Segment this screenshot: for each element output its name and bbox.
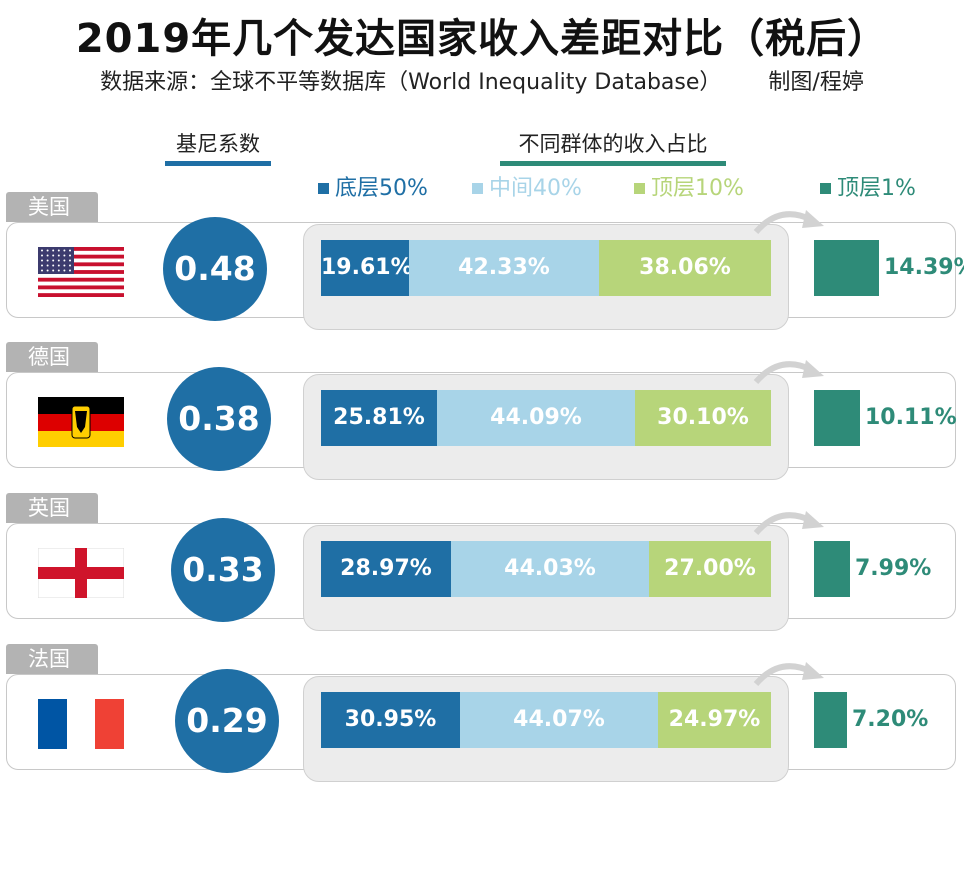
legend-swatch — [472, 183, 483, 194]
top1-value: 10.11% — [865, 405, 957, 430]
bar-segment: 44.03% — [451, 541, 649, 597]
top1-bar — [814, 692, 847, 748]
france-flag — [38, 699, 124, 749]
gini-value: 0.33 — [171, 518, 275, 622]
legend-swatch — [820, 183, 831, 194]
source-line: 数据来源：全球不平等数据库（World Inequality Database）… — [0, 64, 964, 96]
page-title: 2019年几个发达国家收入差距对比（税后） — [75, 16, 889, 62]
legend-label: 底层50% — [335, 176, 428, 201]
bar-segment: 28.97% — [321, 541, 451, 597]
us-flag — [38, 247, 124, 297]
curved-arrow-icon — [753, 511, 824, 536]
germany-flag — [38, 397, 124, 447]
legend-label: 中间40% — [489, 176, 582, 201]
legend-label: 顶层1% — [837, 176, 916, 201]
country-label: 美国 — [6, 192, 98, 222]
top1-value: 7.20% — [852, 707, 929, 732]
country-row: 德国 0.38 25.81% 44.09% 30.10% 10.11% — [0, 342, 964, 492]
bar-segment: 27.00% — [649, 541, 771, 597]
bar-segment: 42.33% — [409, 240, 599, 296]
bar-segment: 19.61% — [321, 240, 413, 296]
top1-value: 7.99% — [855, 556, 932, 581]
legend-item: 底层50% — [318, 174, 428, 204]
income-share-header: 不同群体的收入占比 — [500, 128, 726, 166]
legend-item: 顶层10% — [634, 174, 744, 204]
country-label: 英国 — [6, 493, 98, 523]
top1-value: 14.39% — [884, 255, 964, 280]
legend-item: 顶层1% — [820, 174, 916, 204]
legend-item: 中间40% — [472, 174, 582, 204]
gini-header: 基尼系数 — [165, 128, 271, 166]
country-label: 德国 — [6, 342, 98, 372]
curved-arrow-icon — [753, 662, 824, 687]
legend-swatch — [634, 183, 645, 194]
legend-label: 顶层10% — [651, 176, 744, 201]
curved-arrow-icon — [753, 360, 824, 385]
bar-segment: 44.07% — [460, 692, 658, 748]
country-row: 美国 0.48 19.61%42.33%38.06% 14.39% — [0, 192, 964, 342]
top1-bar — [814, 390, 860, 446]
legend-swatch — [318, 183, 329, 194]
country-row: 法国 0.29 30.95% 44.07% 24.97% 7.20% — [0, 644, 964, 794]
top1-bar — [814, 240, 879, 296]
gini-value: 0.29 — [175, 669, 279, 773]
gini-value: 0.48 — [163, 217, 267, 321]
curved-arrow-icon — [753, 210, 824, 235]
bar-segment: 30.95% — [321, 692, 460, 748]
bar-segment: 44.09% — [437, 390, 635, 446]
source-text: 数据来源：全球不平等数据库（World Inequality Database） — [100, 70, 722, 95]
gini-value: 0.38 — [167, 367, 271, 471]
bar-segment: 25.81% — [321, 390, 437, 446]
country-label: 法国 — [6, 644, 98, 674]
england-flag — [38, 548, 124, 598]
credit-text: 制图/程婷 — [768, 70, 864, 95]
country-row: 英国 0.33 28.97% 44.03% 27.00% 7.99% — [0, 493, 964, 643]
top1-bar — [814, 541, 850, 597]
bar-segment: 24.97% — [658, 692, 771, 748]
bar-segment: 38.06% — [599, 240, 771, 296]
bar-segment: 30.10% — [635, 390, 771, 446]
